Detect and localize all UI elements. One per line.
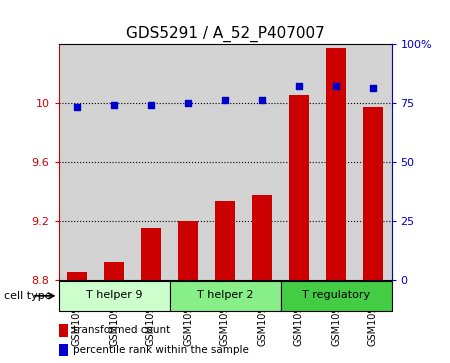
Bar [67, 272, 87, 280]
Text: T regulatory: T regulatory [302, 290, 370, 300]
Bar [318, 44, 355, 280]
Point [110, 102, 117, 108]
Bar [289, 95, 309, 280]
Bar [104, 262, 124, 280]
Bar [252, 195, 272, 280]
Point [221, 97, 229, 103]
Text: cell type: cell type [4, 291, 52, 301]
Bar [170, 44, 207, 280]
Bar [326, 48, 346, 280]
Bar [58, 44, 95, 280]
Point [295, 83, 302, 89]
Text: percentile rank within the sample: percentile rank within the sample [73, 345, 249, 355]
Point [184, 99, 192, 105]
Bar [58, 281, 170, 310]
Bar [243, 44, 280, 280]
Point [333, 83, 340, 89]
Bar [141, 228, 161, 280]
Bar [95, 44, 132, 280]
Bar [207, 44, 243, 280]
Bar [280, 281, 392, 310]
Point [258, 97, 265, 103]
Bar [215, 201, 235, 280]
Text: transformed count: transformed count [73, 325, 170, 335]
Bar [363, 107, 383, 280]
Text: T helper 2: T helper 2 [197, 290, 253, 300]
Point [369, 85, 377, 91]
Bar [170, 281, 280, 310]
Bar [280, 44, 318, 280]
Title: GDS5291 / A_52_P407007: GDS5291 / A_52_P407007 [126, 26, 324, 42]
Text: T helper 9: T helper 9 [86, 290, 142, 300]
Bar [178, 221, 198, 280]
Bar [132, 44, 170, 280]
Point [148, 102, 155, 108]
Point [73, 104, 81, 110]
Bar [355, 44, 392, 280]
